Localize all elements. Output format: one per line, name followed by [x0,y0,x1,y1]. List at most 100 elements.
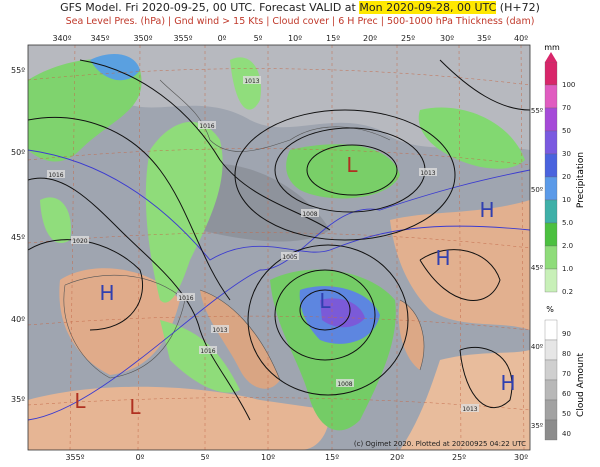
lat-label-right: 55º [531,107,543,115]
cloud-swatch [544,419,558,441]
precip-swatch [544,222,558,247]
cloud-swatch [544,399,558,421]
pressure-system: L [129,395,141,419]
cloud-swatch [544,379,558,401]
lat-label-right: 45º [531,264,543,272]
lat-label-left: 35º [11,395,25,404]
credit: (c) Ogimet 2020. Plotted at 20200925 04:… [354,440,526,448]
lon-label-top: 0º [218,34,227,43]
precip-tick-label: 2.0 [562,242,573,250]
pressure-system: L [319,289,331,313]
precip-swatch [544,245,558,270]
pressure-system: H [479,198,494,222]
precip-tick-label: 70 [562,104,571,112]
isobar-label-bg [419,168,437,176]
lon-label-bottom: 0º [136,453,145,462]
pressure-system: L [346,153,358,177]
cloud-swatch [544,339,558,361]
lat-label-left: 50º [11,148,25,157]
cloud-title: Cloud Amount [576,353,586,417]
isobar-label: 1020 [72,238,87,245]
lat-label-left: 55º [11,66,25,75]
precip-tick-label: 30 [562,150,571,158]
isobar-label-bg [177,293,195,301]
lon-label-bottom: 20º [390,453,404,462]
isobar-label-bg [199,346,217,354]
lon-label-bottom: 30º [514,453,528,462]
lon-label-top: 40º [514,34,528,43]
isobar-label: 1013 [244,78,259,85]
precip-tick-label: 20 [562,173,571,181]
lon-label-top: 340º [52,34,71,43]
title-prefix: GFS Model. Fri 2020-09-25, 00 UTC. Forec… [60,1,360,14]
isobar-label: 1005 [282,254,297,261]
precip-swatch [544,84,558,109]
cloud-tick-label: 90 [562,330,571,338]
pressure-system: H [500,371,515,395]
isobar-label-bg [336,379,354,387]
isobar-label: 1013 [420,170,435,177]
isobar-label: 1016 [48,172,63,179]
subtitle: Sea Level Pres. (hPa) | Gnd wind > 15 Kt… [65,16,535,27]
lat-label-right: 40º [531,343,543,351]
isobar-label: 1016 [200,348,215,355]
isobar-label-bg [47,170,65,178]
cloud-tick-label: 70 [562,370,571,378]
isobar-label-bg [71,236,89,244]
title-suffix: (H+72) [496,1,540,14]
isobar-label: 1016 [178,295,193,302]
precip-tick-label: 5.0 [562,219,573,227]
precip-swatch [544,61,558,86]
lon-label-bottom: 10º [261,453,275,462]
lon-label-bottom: 355º [65,453,84,462]
lon-label-top: 355º [173,34,192,43]
lon-label-top: 350º [133,34,152,43]
precip-swatch [544,107,558,132]
pressure-system: L [74,389,86,413]
lon-label-top: 20º [363,34,377,43]
lon-label-top: 25º [401,34,415,43]
lon-label-top: 15º [326,34,340,43]
precip-tick-label: 1.0 [562,265,573,273]
title-highlight: Mon 2020-09-28, 00 UTC [359,1,497,14]
isobar-label: 1008 [337,381,352,388]
isobar-label-bg [198,121,216,129]
isobar-label-bg [461,404,479,412]
pressure-system: H [99,281,114,305]
lat-label-left: 45º [11,233,25,242]
cloud-swatch [544,319,558,341]
lon-label-top: 10º [288,34,302,43]
lon-label-top: 35º [477,34,491,43]
isobar-label-bg [211,325,229,333]
lon-label-bottom: 15º [325,453,339,462]
isobar-label-bg [301,209,319,217]
isobar-label: 1016 [199,123,214,130]
precip-tick-label: 100 [562,81,575,89]
precip-tick-label: 0.2 [562,288,573,296]
precip-tick-label: 50 [562,127,571,135]
cloud-tick-label: 50 [562,410,571,418]
lon-label-bottom: 25º [452,453,466,462]
precip-swatch [544,130,558,155]
cloud-swatch [544,359,558,381]
cloud-colorbar: 90 80 70 60 50 40 [544,319,571,441]
precip-swatch [544,268,558,293]
precip-unit: mm [544,43,560,52]
precip-swatch [544,199,558,224]
lon-label-top: 345º [90,34,109,43]
precip-title: Precipitation [576,152,586,208]
lon-label-top: 30º [440,34,454,43]
cloud-tick-label: 60 [562,390,571,398]
isobar-label-bg [243,76,261,84]
title: GFS Model. Fri 2020-09-25, 00 UTC. Forec… [0,1,600,14]
lon-label-bottom: 5º [201,453,210,462]
isobar-label-bg [281,252,299,260]
isobar-label: 1013 [462,406,477,413]
precip-swatch [544,176,558,201]
precip-swatch [544,153,558,178]
lat-label-right: 50º [531,186,543,194]
cloud-tick-label: 80 [562,350,571,358]
lon-label-top: 5º [254,34,263,43]
